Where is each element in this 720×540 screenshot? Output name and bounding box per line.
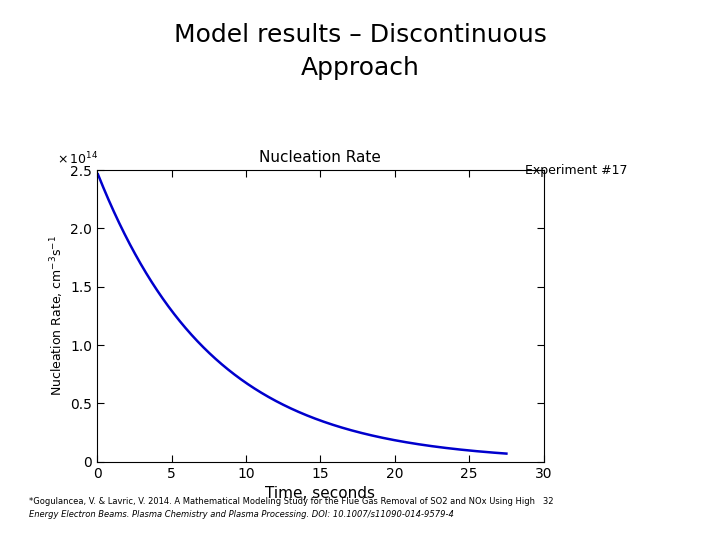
Text: *Gogulancea, V. & Lavric, V. 2014. A Mathematical Modeling Study for the Flue Ga: *Gogulancea, V. & Lavric, V. 2014. A Mat… bbox=[29, 497, 553, 505]
Title: Nucleation Rate: Nucleation Rate bbox=[259, 150, 382, 165]
Text: Experiment #17: Experiment #17 bbox=[525, 164, 627, 177]
X-axis label: Time, seconds: Time, seconds bbox=[266, 486, 375, 501]
Text: $\times\,10^{14}$: $\times\,10^{14}$ bbox=[57, 151, 98, 167]
Text: Energy Electron Beams. Plasma Chemistry and Plasma Processing. DOI: 10.1007/s110: Energy Electron Beams. Plasma Chemistry … bbox=[29, 510, 454, 518]
Y-axis label: Nucleation Rate, cm$^{-3}$s$^{-1}$: Nucleation Rate, cm$^{-3}$s$^{-1}$ bbox=[48, 235, 66, 396]
Text: Approach: Approach bbox=[300, 56, 420, 79]
Text: Model results – Discontinuous: Model results – Discontinuous bbox=[174, 23, 546, 47]
